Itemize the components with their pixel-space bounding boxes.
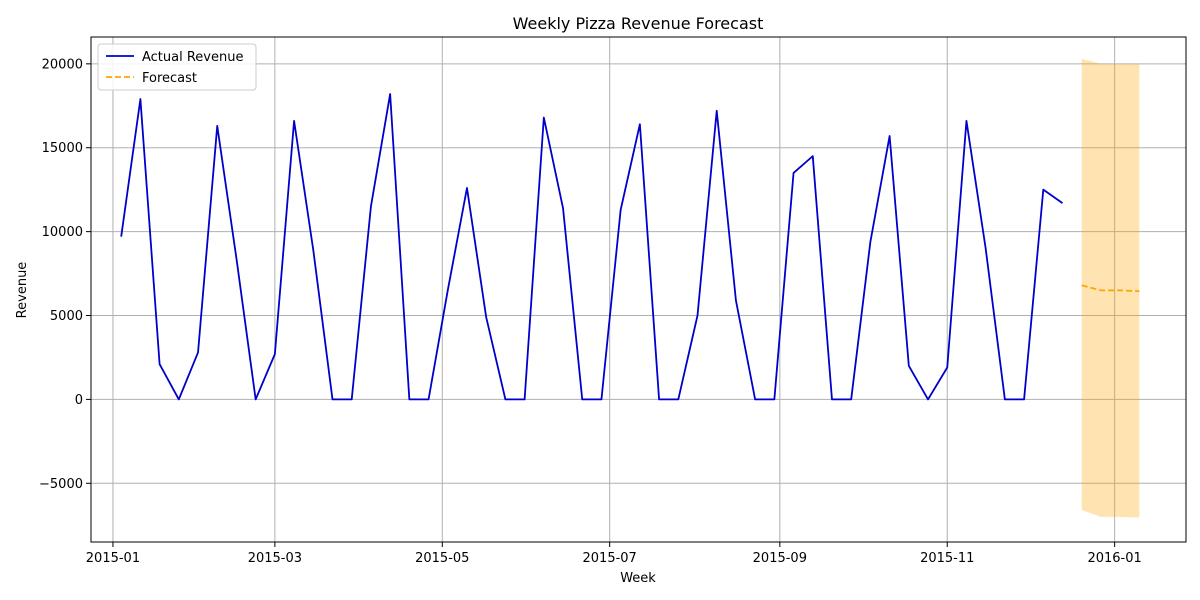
plot-frame — [90, 36, 1187, 543]
x-tick-label: 2015-03 — [248, 551, 302, 566]
x-tick-label: 2015-11 — [920, 551, 974, 566]
series-layer — [120, 93, 1140, 401]
y-axis-title: Revenue — [15, 262, 30, 319]
legend-box — [97, 43, 257, 91]
x-axis-title: Week — [620, 571, 656, 586]
grid-layer — [91, 37, 1186, 542]
x-tick-label: 2015-07 — [583, 551, 637, 566]
x-ticks: 2015-01 2015-03 2015-05 2015-07 2015-09 2015-… — [86, 542, 1142, 566]
chart-title: Weekly Pizza Revenue Forecast — [513, 14, 764, 33]
y-tick-label: 10000 — [42, 225, 83, 240]
legend-label-actual: Actual Revenue — [142, 50, 243, 65]
y-tick-label: 5000 — [50, 309, 83, 324]
y-tick-label: 0 — [75, 393, 83, 408]
y-ticks: −5000 0 5000 10000 15000 20000 — [39, 57, 91, 492]
confidence-band — [1081, 58, 1140, 518]
confidence-band-layer — [1081, 58, 1140, 518]
forecast-line — [1081, 284, 1140, 293]
x-tick-label: 2016-01 — [1087, 551, 1141, 566]
y-tick-label: −5000 — [39, 477, 83, 492]
x-tick-label: 2015-01 — [86, 551, 140, 566]
y-tick-label: 20000 — [42, 57, 83, 72]
legend: Actual Revenue Forecast — [97, 43, 257, 91]
x-tick-label: 2015-05 — [415, 551, 469, 566]
x-tick-label: 2015-09 — [753, 551, 807, 566]
actual-revenue-line — [120, 93, 1064, 401]
y-tick-label: 15000 — [42, 141, 83, 156]
legend-label-forecast: Forecast — [142, 71, 197, 86]
